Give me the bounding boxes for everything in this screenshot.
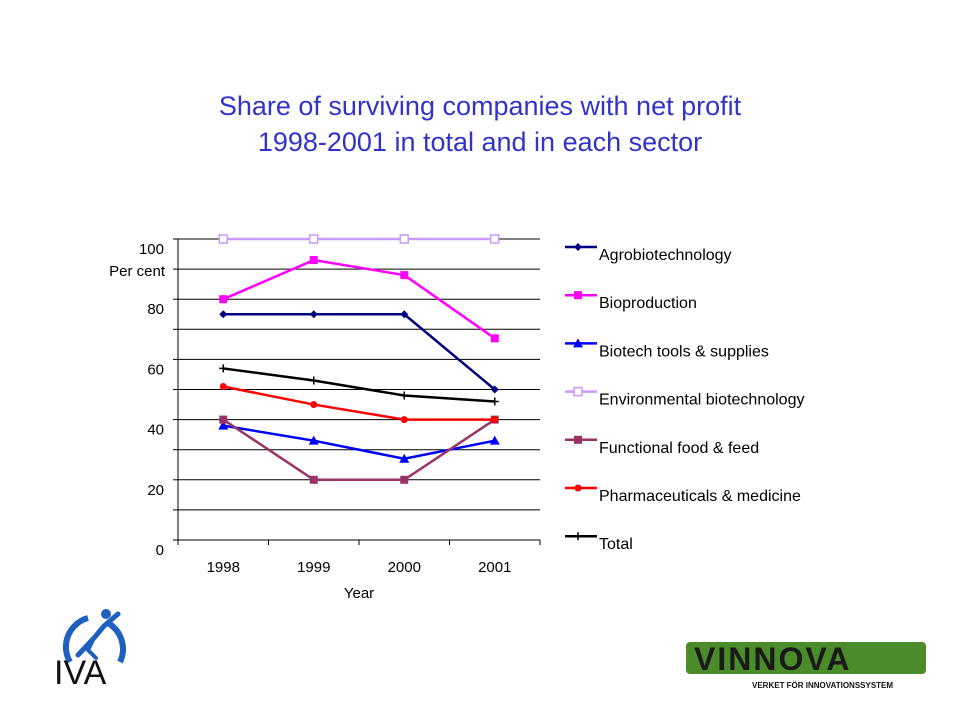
series-line-5 xyxy=(223,385,495,421)
vinnova-logo-text: VINNOVA xyxy=(694,641,851,677)
legend-label: Pharmaceuticals & medicine xyxy=(599,488,801,505)
data-point xyxy=(400,310,409,319)
x-tick-label: 1998 xyxy=(207,559,240,576)
y-tick-label: 80 xyxy=(147,301,164,318)
y-tick-label: 20 xyxy=(147,482,164,499)
data-point xyxy=(400,271,409,280)
data-point xyxy=(491,416,499,424)
data-point xyxy=(310,401,318,409)
legend-marker xyxy=(573,386,583,397)
data-point xyxy=(219,364,228,373)
y-tick-label: 0 xyxy=(156,542,164,559)
data-point xyxy=(400,391,409,400)
legend-marker xyxy=(573,338,583,348)
x-axis-label: Year xyxy=(344,585,374,602)
legend-label: Agrobiotechnology xyxy=(599,247,732,264)
series-line-0 xyxy=(223,313,496,391)
data-point xyxy=(219,295,228,304)
legend-marker xyxy=(574,291,582,300)
data-point xyxy=(218,420,229,430)
legend-label: Biotech tools & supplies xyxy=(599,343,769,360)
y-axis-label: Per cent xyxy=(109,263,166,280)
legend-marker xyxy=(574,435,582,444)
y-tick-label: 60 xyxy=(147,361,164,378)
data-point xyxy=(309,376,318,385)
y-tick-label: 40 xyxy=(147,422,164,439)
legend-marker xyxy=(574,243,582,251)
series-line-6 xyxy=(223,367,495,403)
series-line-1 xyxy=(222,258,496,340)
legend-label: Functional food & feed xyxy=(599,440,759,457)
vinnova-logo: VINNOVA VERKET FÖR INNOVATIONSSYSTEM xyxy=(686,641,926,690)
data-point xyxy=(490,385,499,394)
iva-logo: IVA xyxy=(54,609,126,690)
data-point xyxy=(219,310,228,319)
x-tick-label: 2000 xyxy=(388,559,421,576)
series-line-4 xyxy=(222,418,496,482)
data-point xyxy=(219,382,227,390)
title-line-2: 1998-2001 in total and in each sector xyxy=(257,127,703,157)
legend-label: Bioproduction xyxy=(599,295,697,312)
series-line-2 xyxy=(223,424,495,461)
data-point xyxy=(309,256,318,265)
x-tick-label: 2001 xyxy=(478,559,511,576)
legend-marker xyxy=(574,484,582,492)
iva-logo-text: IVA xyxy=(54,654,107,690)
legend-label: Total xyxy=(599,536,633,553)
data-point xyxy=(490,334,499,343)
data-point xyxy=(219,415,228,424)
data-point xyxy=(399,453,410,463)
legend-marker xyxy=(574,532,582,541)
title-line-1: Share of surviving companies with net pr… xyxy=(218,91,742,121)
data-point xyxy=(490,234,500,244)
legend-label: Environmental biotechnology xyxy=(599,392,804,409)
data-point xyxy=(490,397,499,406)
data-point xyxy=(400,475,409,484)
chart-title: Share of surviving companies with net pr… xyxy=(0,88,960,160)
data-point xyxy=(309,475,318,484)
vinnova-tagline: VERKET FÖR INNOVATIONSSYSTEM xyxy=(752,681,893,690)
data-point xyxy=(399,234,409,244)
data-point xyxy=(309,234,319,244)
data-point xyxy=(309,310,318,319)
data-point xyxy=(489,435,500,445)
data-point xyxy=(308,435,319,445)
data-point xyxy=(400,416,408,424)
y-tick-label: 100 xyxy=(139,241,164,258)
data-point xyxy=(218,234,228,244)
x-tick-label: 1999 xyxy=(297,559,330,576)
